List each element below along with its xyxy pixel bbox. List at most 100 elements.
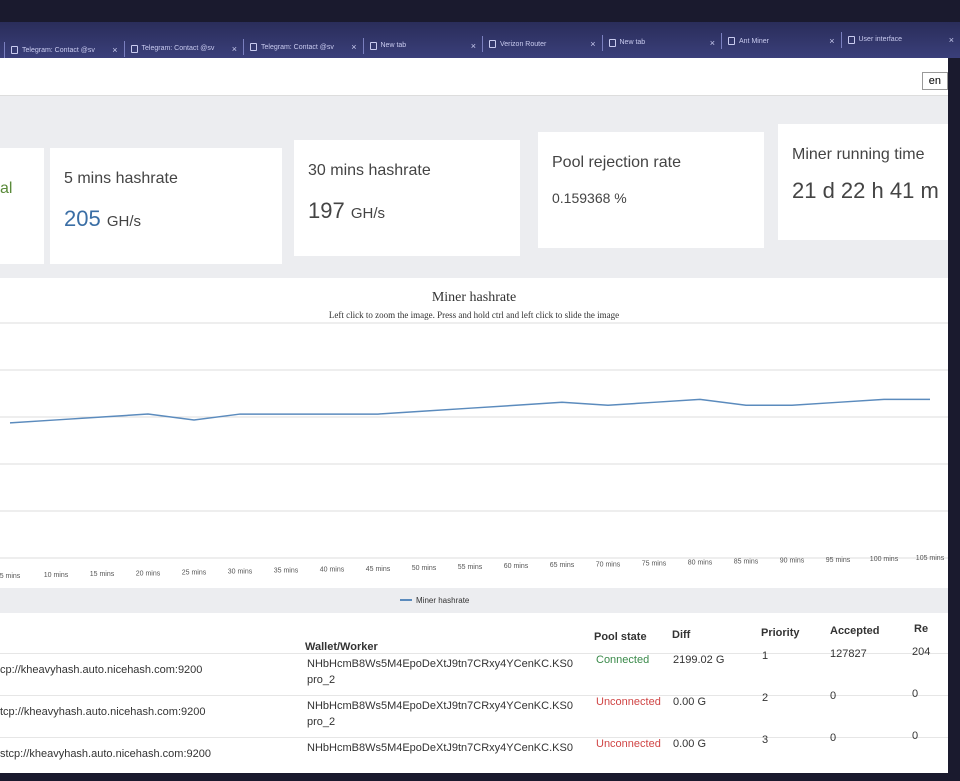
pool-rejected: 204 [912, 646, 930, 658]
page-icon [609, 39, 616, 47]
hashrate-chart[interactable]: Miner hashrate Left click to zoom the im… [0, 278, 948, 588]
pool-diff: 0.00 G [673, 738, 706, 750]
x-tick-label: 100 mins [870, 556, 899, 563]
card-running-time: Miner running time 21 d 22 h 41 m [778, 124, 948, 240]
browser-tab[interactable]: Telegram: Contact @sv× [124, 41, 244, 57]
series-line [10, 399, 930, 423]
header-priority: Priority [761, 627, 800, 639]
close-tab-icon[interactable]: × [232, 44, 237, 54]
pool-accepted: 0 [830, 690, 836, 702]
card-value: 197 [308, 198, 345, 223]
pool-priority: 2 [762, 692, 768, 704]
x-tick-label: 105 mins [916, 555, 945, 562]
tab-label: New tab [381, 42, 407, 49]
tab-label: Telegram: Contact @sv [22, 47, 95, 54]
close-tab-icon[interactable]: × [351, 42, 356, 52]
pool-row: stcp://kheavyhash.auto.nicehash.com:9200… [0, 737, 948, 781]
stats-cards: al 5 mins hashrate 205 GH/s 30 mins hash… [0, 138, 948, 264]
x-tick-label: 55 mins [458, 564, 483, 571]
browser-tab[interactable]: Verizon Router × [482, 36, 602, 52]
x-tick-label: 70 mins [596, 561, 621, 568]
x-tick-label: 40 mins [320, 567, 345, 574]
close-tab-icon[interactable]: × [710, 38, 715, 48]
page-icon [728, 37, 735, 45]
x-tick-label: 85 mins [734, 559, 759, 566]
pool-url: tcp://kheavyhash.auto.nicehash.com:9200 [0, 706, 205, 718]
pool-state: Unconnected [596, 696, 661, 708]
pool-url: stcp://kheavyhash.auto.nicehash.com:9200 [0, 748, 211, 760]
close-tab-icon[interactable]: × [590, 39, 595, 49]
pool-state: Connected [596, 654, 649, 666]
header-state: Pool state [594, 631, 647, 643]
close-tab-icon[interactable]: × [949, 35, 954, 45]
pool-wallet: NHbHcmB8Ws5M4EpoDeXtJ9tn7CRxy4YCenKC.KS0 [307, 700, 573, 712]
browser-tab[interactable]: Telegram: Contact @sv × [243, 39, 363, 55]
page-icon [848, 36, 855, 44]
x-tick-label: 65 mins [550, 562, 575, 569]
x-tick-label: 25 mins [182, 569, 207, 576]
x-tick-label: 30 mins [228, 569, 253, 576]
pool-diff: 2199.02 G [673, 654, 724, 666]
page-icon [489, 40, 496, 48]
language-select[interactable]: en [922, 72, 948, 90]
tab-label: New tab [620, 39, 646, 46]
pool-worker: pro_2 [307, 674, 335, 686]
tab-label: Ant Miner [739, 38, 769, 45]
header-accepted: Accepted [830, 625, 880, 637]
browser-tab[interactable]: User interface × [841, 32, 960, 48]
top-bar: en [0, 58, 948, 96]
card-unit: GH/s [107, 213, 141, 230]
x-tick-label: 5 mins [0, 573, 21, 580]
miner-ui: en al 5 mins hashrate 205 GH/s 30 mins h… [0, 58, 948, 769]
header-diff: Diff [672, 629, 690, 641]
tab-label: Verizon Router [500, 41, 546, 48]
x-tick-label: 45 mins [366, 566, 391, 573]
pool-priority: 1 [762, 650, 768, 662]
card-title: Miner running time [792, 146, 948, 164]
page-icon [370, 42, 377, 50]
card-title: Pool rejection rate [552, 154, 750, 172]
browser-tab-bar: Telegram: Contact @sv × Telegram: Contact … [0, 22, 960, 58]
pool-state: Unconnected [596, 738, 661, 750]
pool-row: tcp://kheavyhash.auto.nicehash.com:9200 N… [0, 695, 948, 739]
card-value: 205 [64, 206, 101, 231]
pool-accepted: 0 [830, 732, 836, 744]
browser-tab[interactable]: New tab × [602, 35, 722, 51]
pool-url: cp://kheavyhash.auto.nicehash.com:9200 [0, 664, 202, 676]
card-value: 21 d 22 h 41 m [792, 178, 948, 204]
close-tab-icon[interactable]: × [829, 36, 834, 46]
x-tick-label: 15 mins [90, 571, 115, 578]
header-wallet: Wallet/Worker [305, 641, 378, 653]
tab-label: Telegram: Contact @sv [261, 44, 334, 51]
x-tick-label: 95 mins [826, 557, 851, 564]
x-tick-label: 10 mins [44, 572, 69, 579]
pool-rejected: 0 [912, 688, 918, 700]
card-title: 30 mins hashrate [308, 162, 506, 180]
legend-label[interactable]: Miner hashrate [416, 596, 470, 605]
tab-label: User interface [859, 36, 903, 43]
browser-tab[interactable]: Telegram: Contact @sv × [4, 42, 124, 58]
card-title: 5 mins hashrate [64, 170, 268, 188]
close-tab-icon[interactable]: × [471, 41, 476, 51]
page-icon [250, 43, 257, 51]
pool-row: cp://kheavyhash.auto.nicehash.com:9200 NH… [0, 653, 948, 697]
card-partial: al [0, 148, 44, 264]
x-tick-label: 80 mins [688, 560, 713, 567]
pool-diff: 0.00 G [673, 696, 706, 708]
pool-rejected: 0 [912, 730, 918, 742]
page-icon [11, 46, 18, 54]
pool-priority: 3 [762, 734, 768, 746]
pools-table: Wallet/Worker Pool state Diff Priority A… [0, 613, 948, 773]
card-value: 0.159368 % [552, 190, 750, 206]
pool-wallet: NHbHcmB8Ws5M4EpoDeXtJ9tn7CRxy4YCenKC.KS0 [307, 658, 573, 670]
pool-wallet: NHbHcmB8Ws5M4EpoDeXtJ9tn7CRxy4YCenKC.KS0 [307, 742, 573, 754]
browser-tab[interactable]: New tab × [363, 38, 483, 54]
card-5min-hashrate: 5 mins hashrate 205 GH/s [50, 148, 282, 264]
card-title: al [0, 180, 30, 198]
x-tick-label: 35 mins [274, 568, 299, 575]
close-tab-icon[interactable]: × [112, 45, 117, 55]
browser-tab[interactable]: Ant Miner × [721, 33, 841, 49]
pool-accepted: 127827 [830, 648, 867, 660]
header-rejected: Re [914, 623, 928, 635]
pool-worker: pro_2 [307, 716, 335, 728]
